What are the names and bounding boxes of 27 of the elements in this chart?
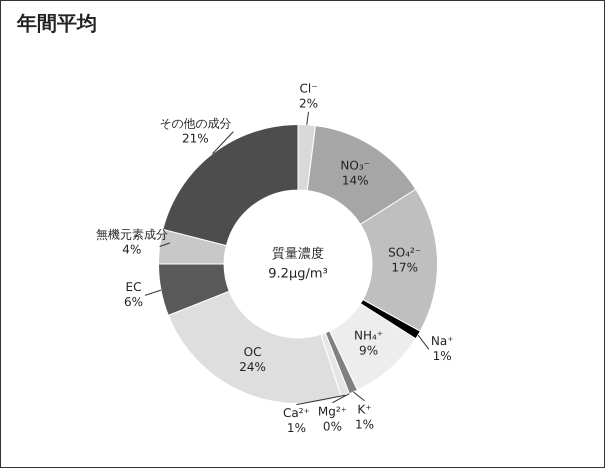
text: 9.2μg/m³ xyxy=(268,266,328,282)
data-label: 14% xyxy=(342,174,369,188)
chart-title: 年間平均 xyxy=(16,11,97,36)
slice-label: K⁺ xyxy=(357,402,372,416)
slice-label: NO₃⁻ xyxy=(340,158,370,173)
slice-label: 無機元素成分 xyxy=(96,228,168,242)
data-label: 21% xyxy=(182,131,209,146)
slice-label: OC xyxy=(244,345,262,360)
data-label: 9% xyxy=(359,344,378,358)
data-label: 6% xyxy=(124,295,143,310)
slice-label: Ca²⁺ xyxy=(283,406,310,420)
data-label: 2% xyxy=(298,96,318,110)
slice-label: SO₄²⁻ xyxy=(388,245,422,260)
slice-label: Cl⁻ xyxy=(299,81,318,96)
data-label: 1% xyxy=(286,421,306,436)
slice-label: Na⁺ xyxy=(430,334,454,348)
text: 質量濃度 xyxy=(272,245,324,262)
data-label: 1% xyxy=(355,417,374,432)
legend-label: Mg²⁺ xyxy=(318,404,348,418)
data-label: 1% xyxy=(432,348,452,363)
data-label: 4% xyxy=(122,242,142,257)
slice-label: その他の成分 xyxy=(159,116,232,130)
slice-label: NH₄⁺ xyxy=(354,328,384,343)
slice-label: EC xyxy=(125,280,142,294)
text: 0% xyxy=(322,419,342,434)
data-label: 24% xyxy=(239,360,266,374)
data-label: 17% xyxy=(391,260,418,274)
